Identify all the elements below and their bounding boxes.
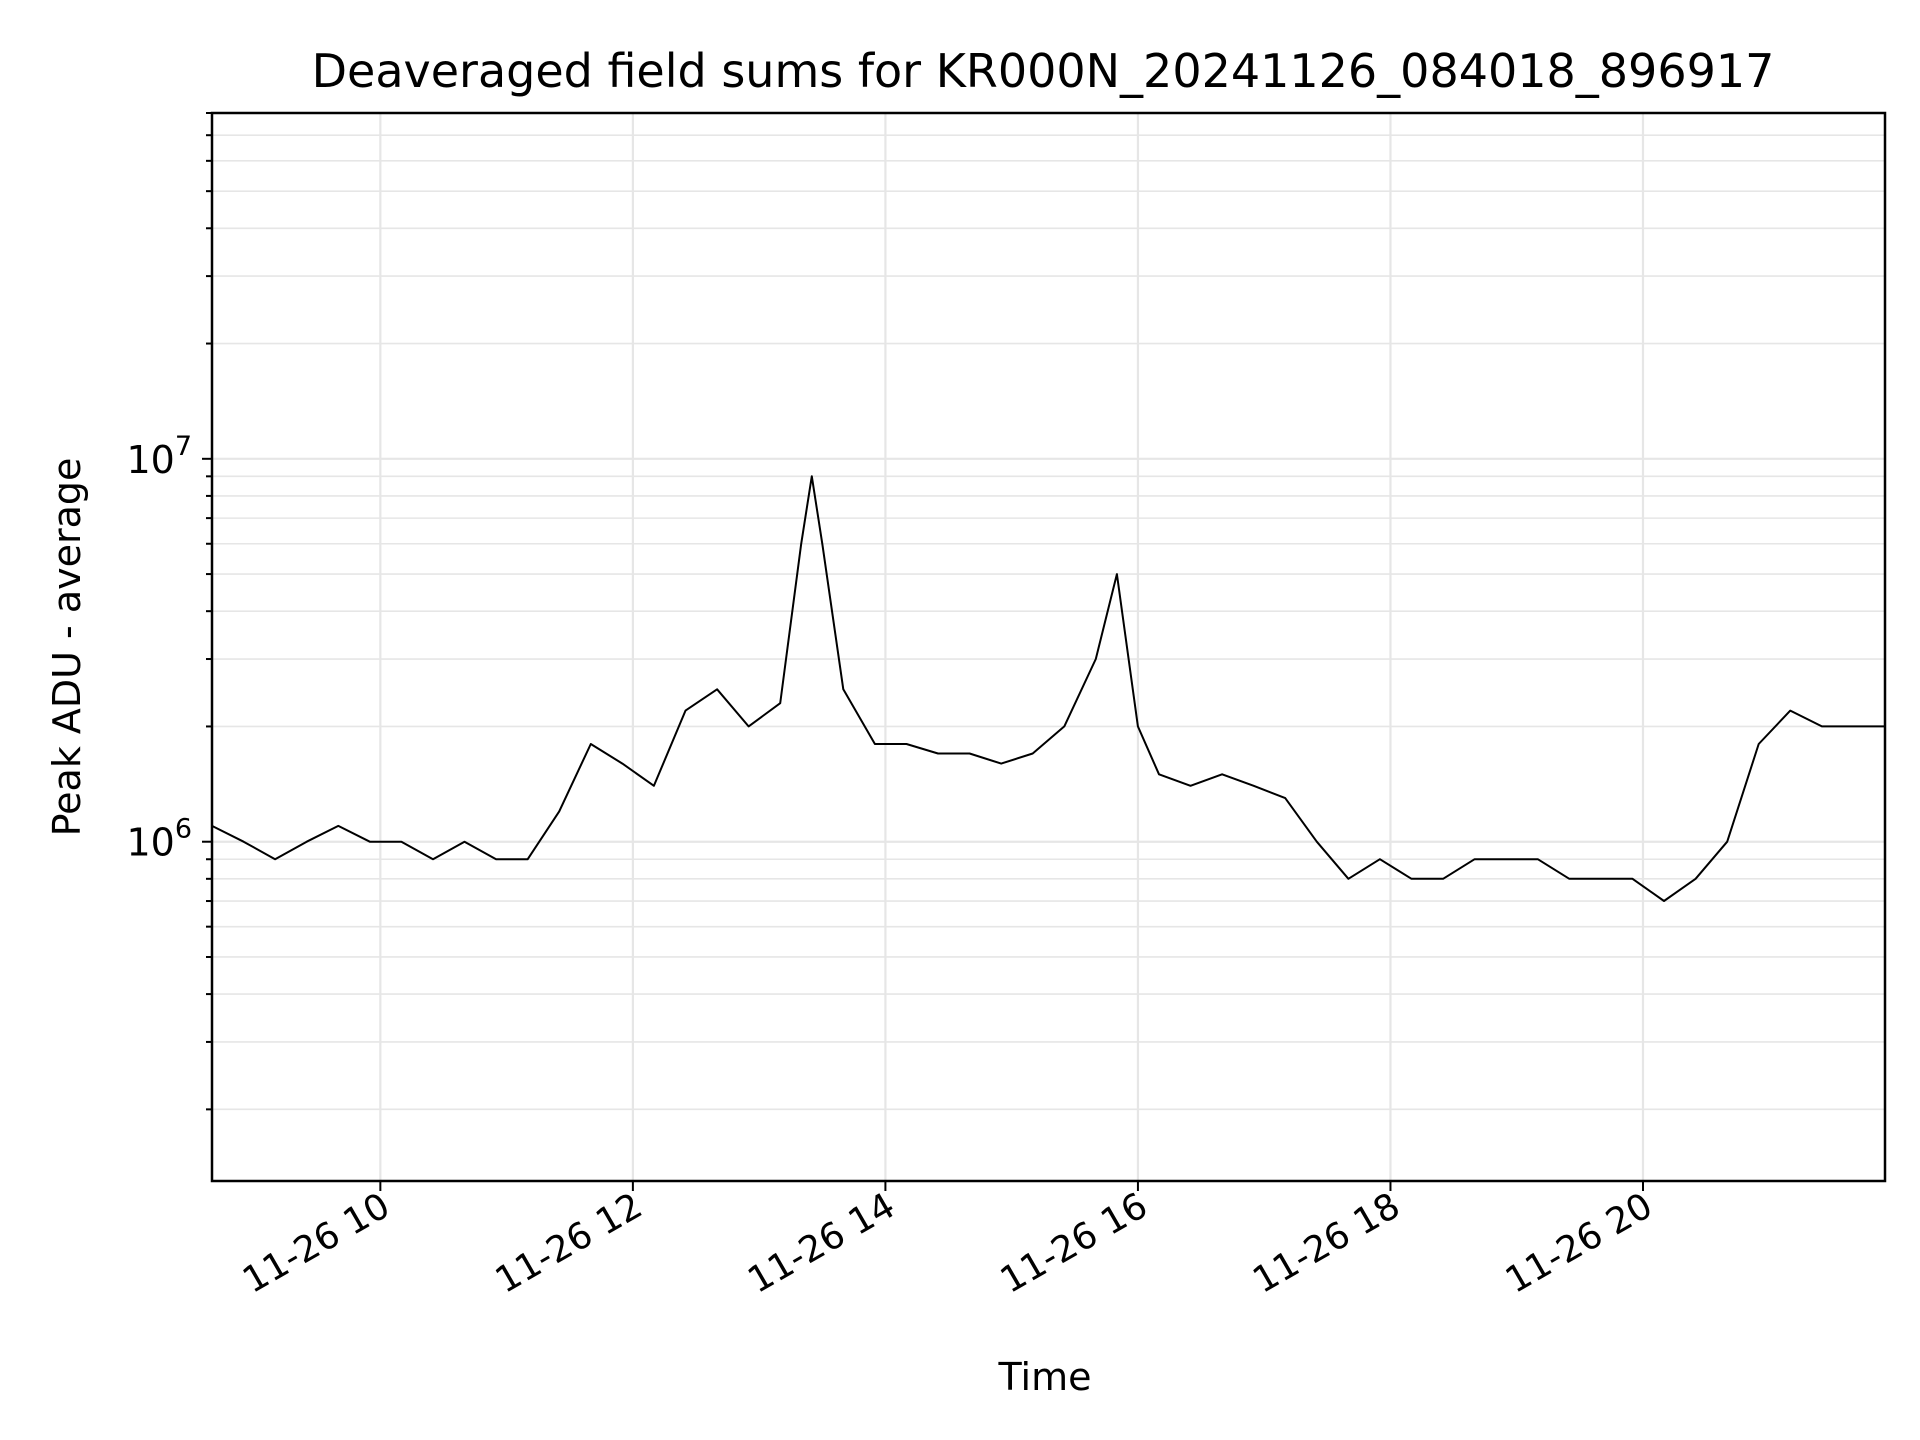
x-axis-label: Time: [998, 1355, 1092, 1399]
y-tick-exponent: 6: [175, 814, 192, 845]
y-axis-label: Peak ADU - average: [45, 458, 89, 837]
x-tick-label: 11-26 12: [489, 1185, 650, 1301]
x-axis: 11-26 10 11-26 12 11-26 14 11-26 16 11-26 18…: [236, 1181, 1659, 1302]
x-tick-label: 11-26 14: [741, 1185, 902, 1301]
plot-frame: [210, 111, 1887, 1183]
data-series: [211, 475, 1885, 902]
chart-title: Deaveraged field sums for KR000N_2024112…: [312, 44, 1775, 98]
y-tick-exponent: 7: [175, 431, 192, 462]
x-tick-label: 11-26 10: [236, 1185, 397, 1301]
y-tick-base: 10: [126, 821, 174, 865]
x-tick-label: 11-26 18: [1246, 1185, 1407, 1301]
y-tick-label: 106: [126, 814, 192, 865]
grid: [212, 112, 1885, 1181]
x-tick-label: 11-26 16: [994, 1185, 1155, 1301]
y-tick-label: 107: [126, 431, 192, 482]
y-tick-base: 10: [126, 438, 174, 482]
series-line: [211, 475, 1885, 902]
x-tick-label: 11-26 20: [1499, 1185, 1660, 1301]
